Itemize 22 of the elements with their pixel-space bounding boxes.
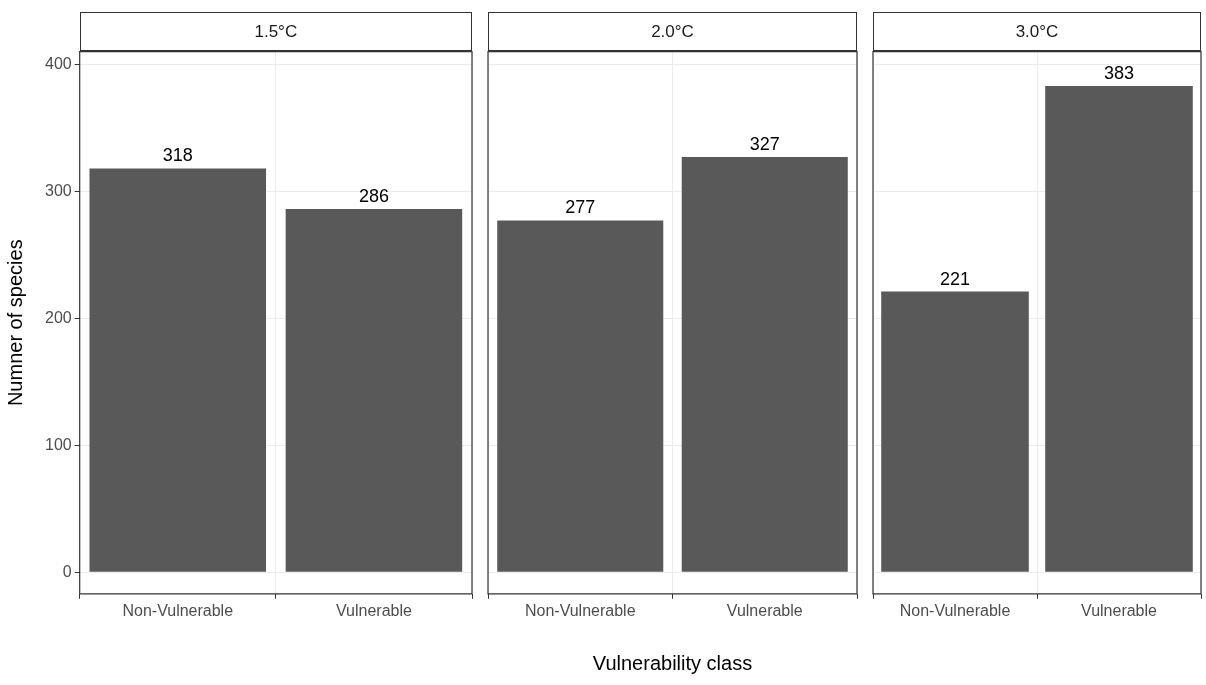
y-tick-label: 400 — [44, 54, 72, 72]
x-tick-label: Non-Vulnerable — [899, 601, 1011, 619]
chart-title: 3.0°C — [873, 12, 1201, 51]
y-tick-label: 0 — [62, 562, 72, 580]
chart-title: 1.5°C — [79, 12, 472, 51]
data-label: 221 — [939, 268, 971, 289]
y-axis-title: Numner of species — [3, 239, 26, 407]
y-tick-label: 300 — [44, 181, 72, 199]
x-tick-label: Non-Vulnerable — [122, 601, 234, 619]
data-label: 286 — [358, 186, 389, 207]
chart-title: 2.0°C — [488, 12, 857, 51]
data-label: 383 — [1103, 62, 1135, 83]
data-label: 327 — [749, 133, 780, 154]
x-axis-title: Vulnerability class — [592, 652, 753, 675]
x-tick-label: Non-Vulnerable — [524, 601, 636, 619]
data-label: 318 — [162, 145, 193, 166]
y-tick-label: 200 — [44, 308, 72, 326]
data-label: 277 — [565, 197, 596, 218]
x-tick-label: Vulnerable — [1081, 601, 1158, 619]
y-tick-label: 100 — [44, 435, 72, 453]
x-tick-label: Vulnerable — [335, 601, 412, 619]
x-tick-label: Vulnerable — [726, 601, 803, 619]
